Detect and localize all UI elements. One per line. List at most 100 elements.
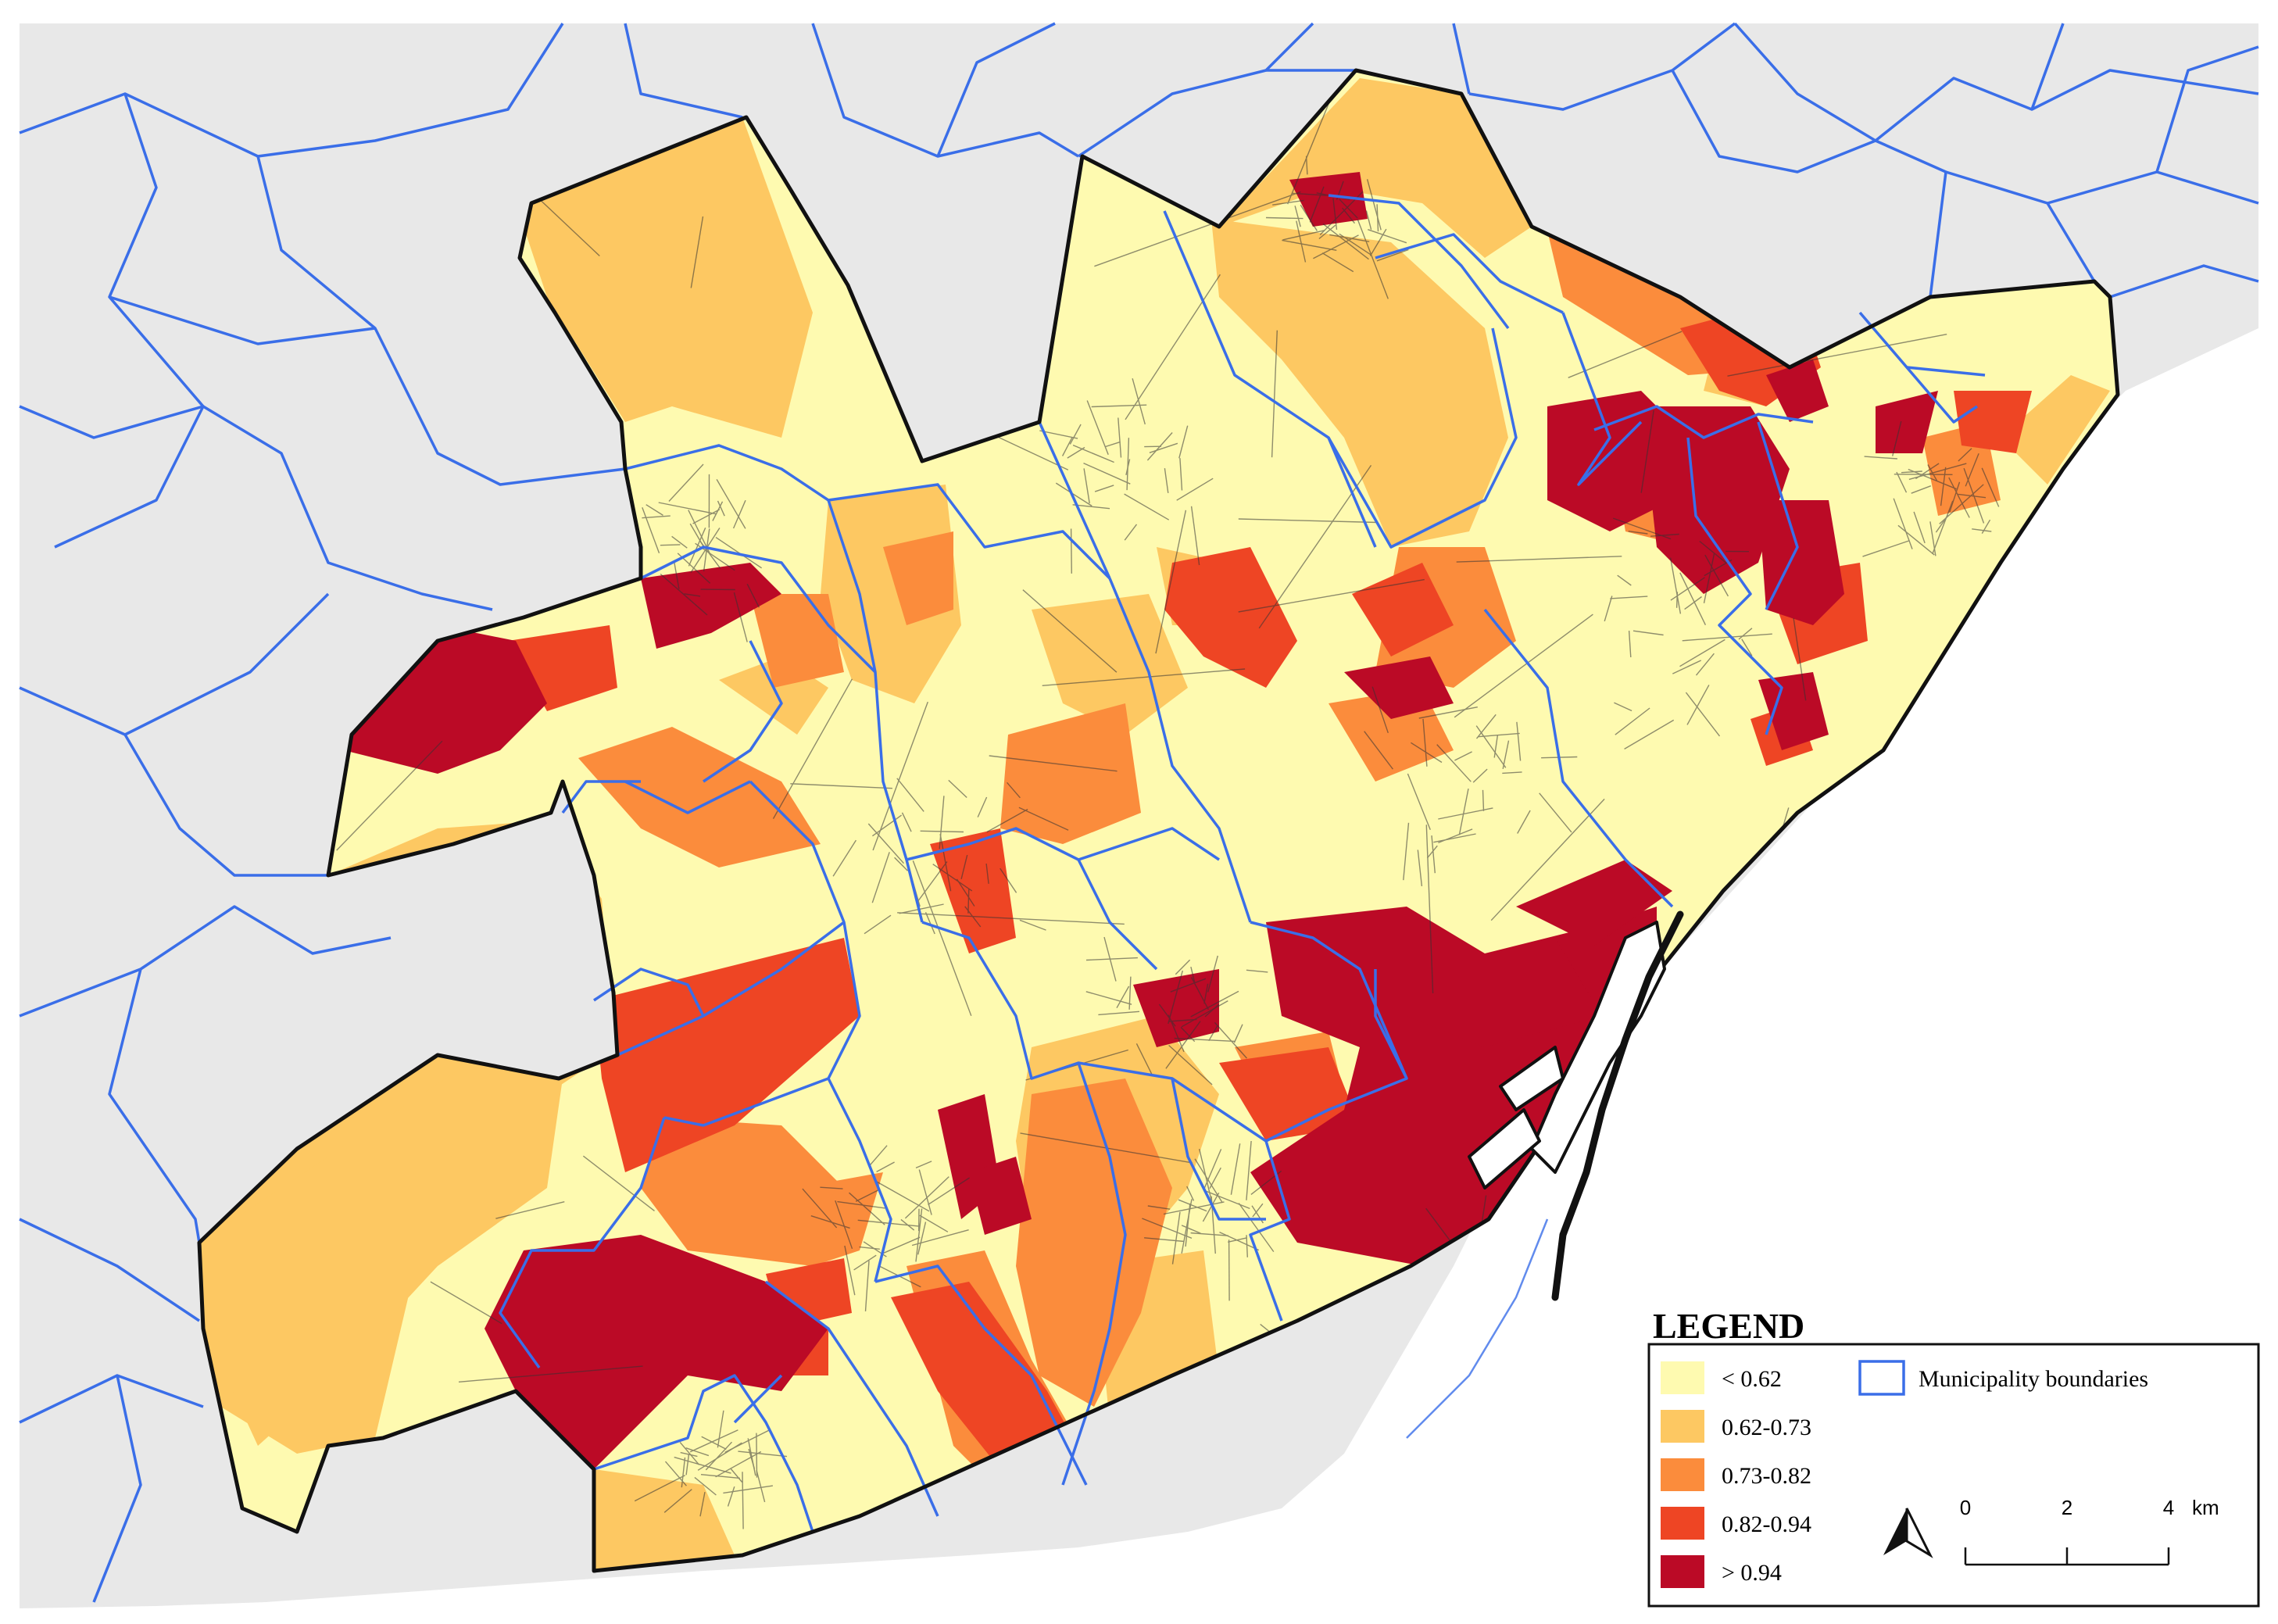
tract-line bbox=[1300, 204, 1318, 231]
tract-line bbox=[1105, 441, 1121, 448]
tract-line bbox=[1628, 531, 1648, 535]
tract-line bbox=[1209, 1167, 1221, 1189]
tract-line bbox=[881, 1236, 921, 1255]
tract-line bbox=[867, 823, 905, 864]
coastline-south bbox=[1406, 1218, 1549, 1439]
legend-swatch-2 bbox=[1661, 1410, 1704, 1443]
tract-class5 bbox=[485, 1235, 828, 1469]
tract-line bbox=[1271, 330, 1278, 458]
tract-line bbox=[1422, 718, 1428, 767]
tract-class5 bbox=[1766, 359, 1829, 422]
tract-class5 bbox=[1758, 672, 1829, 750]
legend-swatch-5 bbox=[1661, 1555, 1704, 1588]
tract-line bbox=[1190, 1232, 1229, 1236]
tract-line bbox=[1294, 206, 1301, 227]
tract-line bbox=[1493, 735, 1499, 758]
tract-line bbox=[1238, 1203, 1275, 1253]
tract-line bbox=[1083, 468, 1090, 504]
tract-class5 bbox=[1516, 860, 1672, 946]
tract-line bbox=[1454, 751, 1472, 761]
tract-line bbox=[685, 1454, 690, 1476]
tract-line bbox=[699, 1491, 706, 1517]
tract-line bbox=[917, 1222, 927, 1255]
tract-line bbox=[1685, 692, 1721, 737]
tract-line bbox=[746, 583, 760, 608]
legend-label-2: 0.62-0.73 bbox=[1722, 1415, 1811, 1440]
tract-line bbox=[1178, 425, 1189, 459]
tract-line bbox=[1165, 1021, 1201, 1069]
tract-line bbox=[642, 515, 671, 519]
tract-line bbox=[820, 1186, 843, 1189]
tract-line bbox=[1431, 835, 1436, 874]
tract-line bbox=[1094, 191, 1301, 267]
tract-line bbox=[634, 1475, 685, 1502]
tract-line bbox=[668, 463, 704, 502]
tract-line bbox=[1158, 1003, 1176, 1027]
tract-line bbox=[1418, 706, 1478, 719]
tract-line bbox=[871, 814, 903, 837]
tract-class3 bbox=[641, 1118, 860, 1266]
tract-line bbox=[855, 1189, 880, 1202]
tract-line bbox=[896, 778, 924, 812]
tract-line bbox=[1282, 230, 1325, 241]
tract-line bbox=[1072, 504, 1110, 510]
tract-line bbox=[1365, 210, 1372, 230]
tract-line bbox=[1624, 719, 1675, 750]
tract-line bbox=[1433, 833, 1476, 843]
breakwater bbox=[1551, 910, 1684, 1301]
tract-class3 bbox=[750, 594, 844, 688]
tract-line bbox=[1679, 639, 1725, 667]
tract-line bbox=[658, 502, 717, 515]
tract-line bbox=[876, 1161, 895, 1173]
tract-class3 bbox=[1016, 1078, 1172, 1407]
tract-class2 bbox=[516, 117, 813, 438]
tract-line bbox=[495, 1201, 565, 1219]
scale-tick-4: 4 bbox=[2163, 1496, 2174, 1519]
tract-line bbox=[1208, 1025, 1218, 1042]
tract-class4 bbox=[594, 938, 860, 1172]
tract-line bbox=[899, 903, 944, 914]
tract-line bbox=[1727, 334, 1947, 377]
tract-line bbox=[1793, 617, 1807, 701]
tract-line bbox=[1339, 199, 1358, 219]
tract-line bbox=[1862, 540, 1909, 557]
tract-line bbox=[1233, 1024, 1243, 1043]
tract-line bbox=[986, 808, 1028, 833]
tract-line bbox=[1913, 511, 1926, 544]
legend-swatch-4 bbox=[1661, 1507, 1704, 1540]
tract-line bbox=[1940, 467, 1947, 506]
tract-line bbox=[1085, 957, 1138, 961]
scale-bar bbox=[1964, 1547, 2170, 1566]
tract-line bbox=[1436, 744, 1472, 782]
tract-line bbox=[1438, 807, 1493, 820]
tract-line bbox=[688, 510, 710, 553]
tract-line bbox=[1170, 978, 1207, 993]
tract-class5 bbox=[1344, 656, 1454, 719]
tract-class2 bbox=[2001, 375, 2110, 485]
tract-line bbox=[1472, 768, 1488, 783]
tract-line bbox=[1366, 179, 1382, 231]
tract-line bbox=[1318, 224, 1336, 240]
port-area bbox=[1468, 921, 1666, 1189]
tract-line bbox=[1614, 702, 1633, 712]
tract-line bbox=[1116, 985, 1130, 1009]
tract-line bbox=[868, 1145, 888, 1168]
legend-label-5: > 0.94 bbox=[1722, 1560, 1782, 1586]
tract-line bbox=[717, 1410, 724, 1448]
tract-class4 bbox=[1219, 1047, 1360, 1141]
tract-class2 bbox=[1211, 219, 1508, 547]
tract-line bbox=[967, 889, 970, 914]
tract-class3 bbox=[797, 1172, 883, 1266]
tract-line bbox=[1972, 528, 1992, 532]
tract-line bbox=[1929, 521, 1936, 556]
tract-line bbox=[985, 864, 989, 884]
tract-line bbox=[1894, 474, 1953, 475]
tract-line bbox=[1684, 596, 1702, 610]
tract-line bbox=[1190, 506, 1200, 566]
tract-line bbox=[1958, 448, 1972, 462]
scale-tick-0: 0 bbox=[1960, 1496, 1971, 1519]
tract-line bbox=[832, 839, 856, 877]
tract-line bbox=[1164, 468, 1169, 493]
tract-line bbox=[928, 1177, 970, 1205]
